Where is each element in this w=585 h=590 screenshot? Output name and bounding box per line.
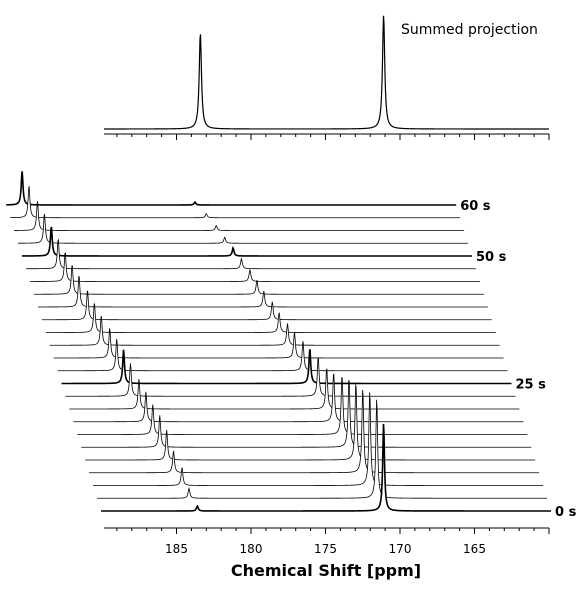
spectrum-trace-21 [18, 213, 469, 244]
x-tick-label: 170 [389, 542, 412, 556]
spectrum-trace-7 [73, 373, 524, 423]
spectrum-trace-18 [29, 251, 480, 282]
trace-label: 25 s [516, 378, 547, 393]
spectrum-trace-20 [22, 226, 472, 257]
spectrum-trace-17 [33, 265, 484, 295]
trace-labels: 60 s 50 s 25 s 0 s [460, 199, 576, 520]
projection-panel: Summed projection [104, 15, 550, 140]
trace-mask [73, 374, 524, 423]
spectrum-trace-1 [97, 399, 547, 499]
spectrum-trace-19 [25, 238, 476, 270]
x-tick-label: 175 [314, 542, 337, 556]
trace-mask [97, 399, 547, 500]
spectrum-trace-3 [89, 389, 540, 474]
spectrum-trace-11 [57, 339, 508, 372]
trace-mask [41, 290, 492, 321]
spectrum-trace-16 [37, 275, 488, 308]
spectrum-trace-15 [41, 290, 492, 321]
trace-label: 50 s [476, 250, 507, 265]
projection-title: Summed projection [401, 22, 538, 38]
spectrum-trace-10 [61, 349, 512, 385]
trace-mask [29, 252, 480, 283]
spectrum-trace-2 [93, 392, 544, 486]
spectrum-trace-0 [101, 423, 551, 512]
trace-mask [25, 239, 476, 270]
x-axis-label: Chemical Shift [ppm] [231, 561, 421, 580]
projection-trace [104, 15, 549, 130]
spectrum-trace-9 [65, 357, 516, 397]
x-ticks: 185 180 175 170 165 [116, 528, 550, 556]
trace-mask [81, 379, 532, 449]
spectrum-trace-14 [45, 303, 496, 333]
spectrum-trace-22 [14, 201, 465, 231]
trace-mask [6, 171, 457, 206]
trace-mask [10, 186, 461, 219]
stacked-traces [6, 171, 551, 512]
spectrum-trace-13 [49, 315, 500, 346]
spectrum-trace-23 [10, 186, 461, 219]
trace-mask [61, 349, 512, 385]
trace-label: 0 s [555, 505, 577, 520]
spectrum-trace-4 [85, 384, 536, 461]
stacked-panel: 60 s 50 s 25 s 0 s 185 180 175 170 165 Chemical… [6, 171, 577, 580]
spectrum-trace-8 [69, 368, 520, 410]
x-tick-label: 185 [165, 542, 188, 556]
trace-label: 60 s [460, 199, 491, 214]
x-tick-label: 165 [463, 542, 486, 556]
spectrum-trace-6 [77, 377, 528, 435]
spectrum-trace-12 [53, 328, 504, 359]
spectrum-trace-5 [81, 379, 532, 448]
x-tick-label: 180 [240, 542, 263, 556]
spectrum-trace-24 [6, 171, 457, 206]
projection-ticks [116, 134, 550, 140]
